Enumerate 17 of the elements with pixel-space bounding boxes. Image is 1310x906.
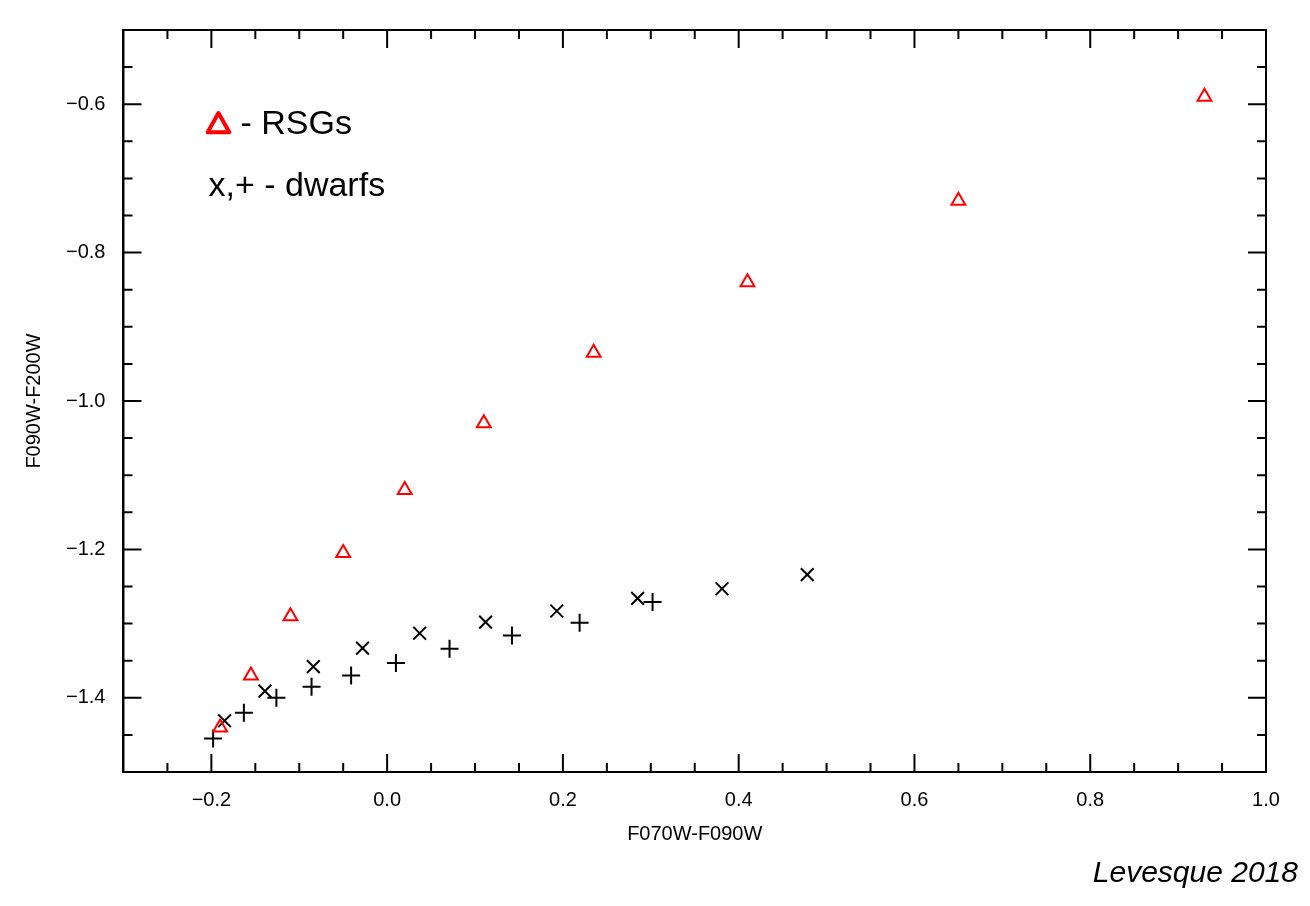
y-axis-title: F090W-F200W: [21, 333, 44, 469]
x-tick-label: 1.0: [1252, 787, 1280, 810]
x-tick-label: 0.0: [373, 787, 402, 810]
y-tick-label: −1.2: [66, 536, 106, 559]
y-tick-label: −1.0: [66, 388, 106, 411]
legend-label: - RSGs: [240, 103, 352, 142]
text: Levesque 2018: [1092, 855, 1299, 889]
x-tick-label: 0.2: [549, 787, 577, 810]
y-tick-label: −1.4: [66, 685, 106, 708]
x-tick-label: −0.2: [191, 787, 232, 810]
annotation: x,+ - dwarfs: [208, 165, 386, 204]
y-tick-label: −0.6: [66, 91, 106, 114]
x-axis-title: F070W-F090W: [627, 821, 763, 844]
y-tick-label: −0.8: [66, 240, 106, 263]
x-tick-label: 0.6: [900, 787, 929, 810]
x-tick-label: 0.8: [1076, 787, 1105, 810]
x-tick-label: 0.4: [724, 787, 753, 810]
